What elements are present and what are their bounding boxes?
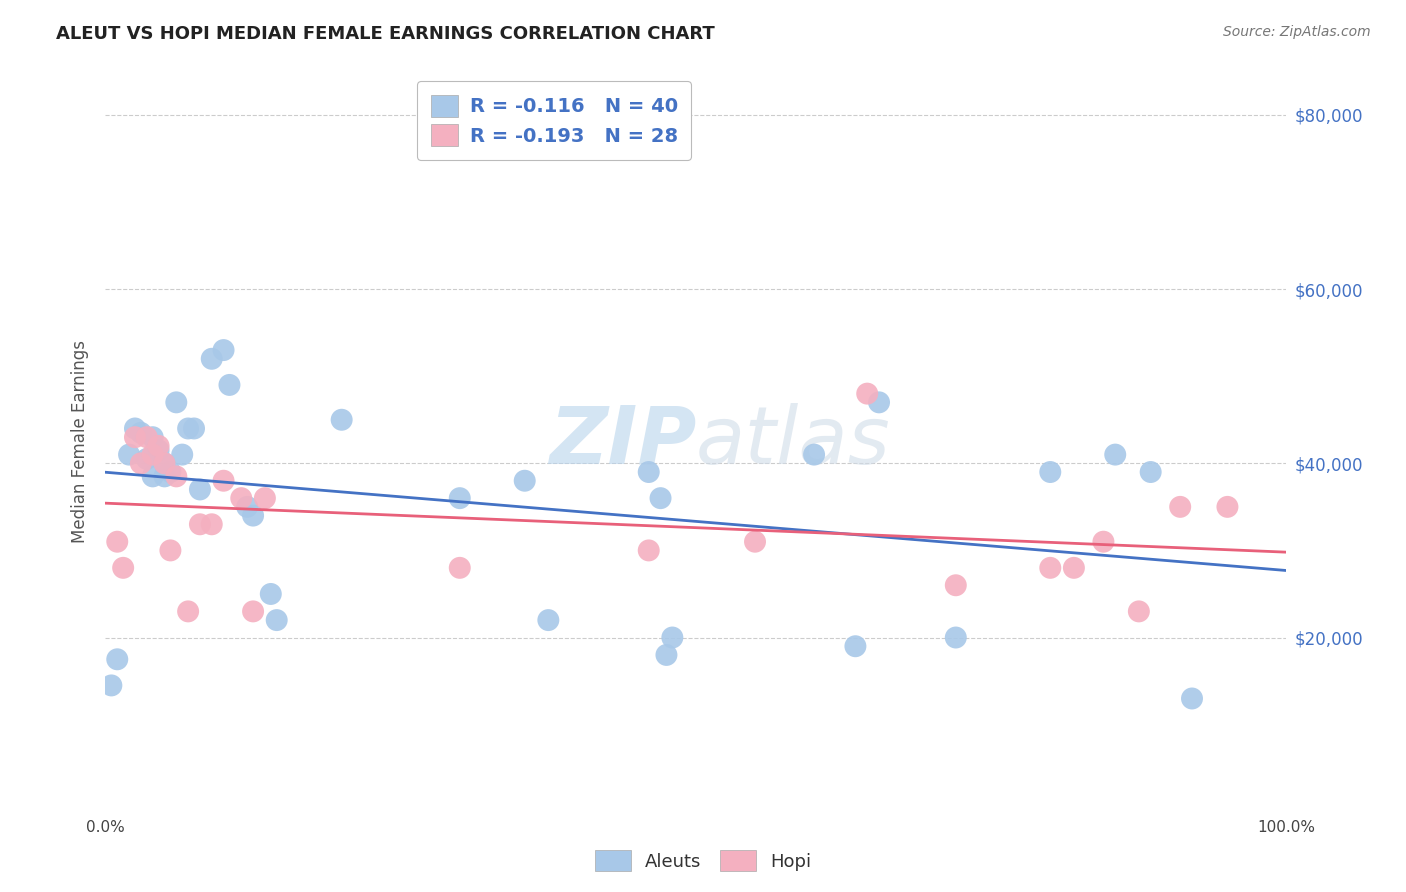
Text: ALEUT VS HOPI MEDIAN FEMALE EARNINGS CORRELATION CHART: ALEUT VS HOPI MEDIAN FEMALE EARNINGS COR… <box>56 25 716 43</box>
Point <box>129 456 152 470</box>
Point <box>231 491 253 505</box>
Legend: R = -0.116   N = 40, R = -0.193   N = 28: R = -0.116 N = 40, R = -0.193 N = 28 <box>418 81 692 160</box>
Point <box>513 474 536 488</box>
Point <box>177 421 200 435</box>
Point <box>537 613 560 627</box>
Point <box>330 413 353 427</box>
Point <box>118 448 141 462</box>
Point <box>242 604 264 618</box>
Point <box>655 648 678 662</box>
Point <box>153 469 176 483</box>
Point <box>803 448 825 462</box>
Point <box>142 469 165 483</box>
Point <box>159 465 181 479</box>
Point <box>449 491 471 505</box>
Point <box>945 631 967 645</box>
Point <box>188 517 211 532</box>
Point <box>153 456 176 470</box>
Point <box>260 587 283 601</box>
Point <box>165 395 187 409</box>
Point <box>177 604 200 618</box>
Point <box>449 561 471 575</box>
Point <box>253 491 276 505</box>
Point <box>637 465 659 479</box>
Point <box>129 425 152 440</box>
Point <box>172 448 194 462</box>
Point <box>1063 561 1085 575</box>
Point <box>105 534 128 549</box>
Point <box>218 378 240 392</box>
Text: ZIP: ZIP <box>548 402 696 481</box>
Point <box>142 430 165 444</box>
Point <box>1104 448 1126 462</box>
Point <box>159 543 181 558</box>
Point <box>142 448 165 462</box>
Point <box>1039 561 1062 575</box>
Point <box>183 421 205 435</box>
Point <box>242 508 264 523</box>
Text: Source: ZipAtlas.com: Source: ZipAtlas.com <box>1223 25 1371 39</box>
Point <box>153 456 176 470</box>
Point <box>650 491 672 505</box>
Point <box>201 351 224 366</box>
Point <box>236 500 259 514</box>
Point <box>212 343 235 357</box>
Point <box>212 474 235 488</box>
Point <box>744 534 766 549</box>
Point <box>124 430 146 444</box>
Text: atlas: atlas <box>696 402 891 481</box>
Point <box>1168 500 1191 514</box>
Point <box>637 543 659 558</box>
Point <box>201 517 224 532</box>
Point <box>112 561 135 575</box>
Legend: Aleuts, Hopi: Aleuts, Hopi <box>588 843 818 879</box>
Point <box>1092 534 1115 549</box>
Point <box>266 613 288 627</box>
Point <box>165 469 187 483</box>
Point <box>945 578 967 592</box>
Point <box>148 439 170 453</box>
Point <box>856 386 879 401</box>
Point <box>135 452 157 467</box>
Point <box>135 430 157 444</box>
Point <box>661 631 683 645</box>
Point <box>124 421 146 435</box>
Point <box>868 395 890 409</box>
Point <box>1216 500 1239 514</box>
Point <box>1039 465 1062 479</box>
Point <box>188 483 211 497</box>
Point <box>100 678 122 692</box>
Y-axis label: Median Female Earnings: Median Female Earnings <box>70 340 89 543</box>
Point <box>1181 691 1204 706</box>
Point <box>844 639 866 653</box>
Point <box>105 652 128 666</box>
Point <box>148 443 170 458</box>
Point <box>1139 465 1161 479</box>
Point <box>1128 604 1150 618</box>
